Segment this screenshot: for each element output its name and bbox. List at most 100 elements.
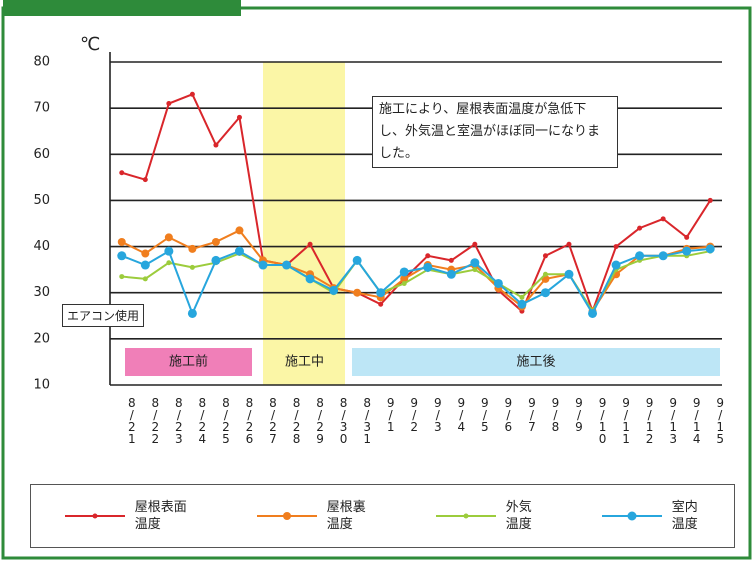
x-tick-label: 9/1 (384, 396, 398, 432)
data-point (446, 269, 456, 279)
x-tick-label: 9/4 (454, 396, 468, 432)
x-tick-label: 8/31 (360, 396, 374, 444)
x-tick-label: 8/28 (290, 396, 304, 444)
phase-label: 施工後 (516, 355, 555, 370)
data-point (187, 308, 197, 318)
legend-item: 屋根裏温度 (256, 499, 369, 533)
data-point (540, 288, 550, 298)
data-point (117, 237, 126, 246)
data-point (493, 278, 503, 288)
data-point (235, 226, 244, 235)
data-point (401, 280, 407, 286)
data-point (611, 260, 621, 270)
data-point (658, 251, 668, 261)
data-point (329, 285, 339, 295)
data-point (164, 246, 174, 256)
x-tick-label: 8/30 (337, 396, 351, 444)
y-tick-label: 20 (33, 331, 50, 346)
data-point (684, 234, 690, 240)
data-point (307, 241, 313, 247)
y-tick-label: 50 (33, 193, 50, 208)
legend-swatch (435, 513, 496, 519)
data-point (448, 257, 454, 263)
x-tick-label: 8/25 (219, 396, 233, 444)
data-point (166, 101, 172, 107)
x-tick-label: 8/29 (313, 396, 327, 444)
x-tick-label: 9/15 (713, 396, 727, 444)
data-point (635, 251, 645, 261)
legend-item: 室内温度 (601, 499, 701, 533)
data-point (682, 246, 692, 256)
x-tick-label: 9/10 (596, 396, 610, 444)
x-tick-label: 9/3 (431, 396, 445, 432)
data-point (282, 260, 292, 270)
data-point (637, 225, 643, 231)
legend-swatch (64, 513, 125, 519)
legend: 屋根表面温度 屋根裏温度 外気温度 室内温度 (30, 484, 735, 548)
x-tick-label: 8/23 (172, 396, 186, 444)
x-tick-label: 9/12 (643, 396, 657, 444)
series-line (121, 229, 711, 314)
data-point (542, 271, 548, 277)
legend-label: 外気温度 (505, 500, 532, 532)
data-point (166, 260, 172, 266)
x-tick-label: 8/27 (266, 396, 280, 444)
data-point (423, 262, 433, 272)
data-point (234, 246, 244, 256)
x-tick-label: 9/2 (407, 396, 421, 432)
y-tick-label: 40 (33, 239, 50, 254)
x-tick-label: 8/22 (148, 396, 162, 444)
x-tick-label: 9/9 (572, 396, 586, 432)
data-point (613, 244, 619, 250)
legend-label: 屋根裏温度 (326, 500, 366, 532)
phase-box (266, 348, 343, 376)
x-tick-label: 9/11 (619, 396, 633, 444)
legend-label: 屋根表面温度 (134, 500, 187, 532)
data-point (258, 260, 268, 270)
data-point (164, 233, 173, 242)
x-tick-label: 9/8 (548, 396, 562, 432)
data-point (707, 197, 713, 203)
legend-label: 室内温度 (671, 500, 698, 532)
data-point (236, 114, 242, 120)
phase-label: 施工中 (285, 355, 324, 370)
data-point (353, 288, 362, 297)
phase-box (352, 348, 720, 376)
y-tick-label: 60 (33, 147, 50, 162)
data-point (566, 241, 572, 247)
y-tick-label: 30 (33, 285, 50, 300)
x-tick-label: 8/26 (242, 396, 256, 444)
data-point (211, 237, 220, 246)
data-point (705, 244, 715, 254)
data-point (517, 299, 527, 309)
x-tick-label: 8/21 (125, 396, 139, 444)
data-point (378, 301, 384, 307)
data-point (470, 258, 480, 268)
data-point (141, 249, 150, 258)
y-unit: ℃ (80, 34, 101, 55)
side-note: エアコン使用 (62, 304, 145, 327)
data-point (140, 260, 150, 270)
data-point (472, 241, 478, 247)
data-point (117, 251, 127, 261)
data-point (119, 170, 125, 176)
x-tick-label: 9/5 (478, 396, 492, 432)
data-point (305, 274, 315, 284)
data-point (211, 255, 221, 265)
x-tick-label: 9/7 (525, 396, 539, 432)
legend-item: 屋根表面温度 (64, 499, 190, 533)
data-point (400, 274, 409, 283)
x-tick-label: 9/14 (690, 396, 704, 444)
data-point (188, 244, 197, 253)
x-tick-label: 9/13 (666, 396, 680, 444)
frame (1, 6, 752, 560)
data-point (660, 216, 666, 222)
legend-swatch (256, 512, 317, 520)
data-point (564, 269, 574, 279)
series-line (121, 93, 712, 315)
data-point (399, 267, 409, 277)
data-point (142, 177, 148, 183)
x-tick-label: 9/6 (501, 396, 515, 432)
